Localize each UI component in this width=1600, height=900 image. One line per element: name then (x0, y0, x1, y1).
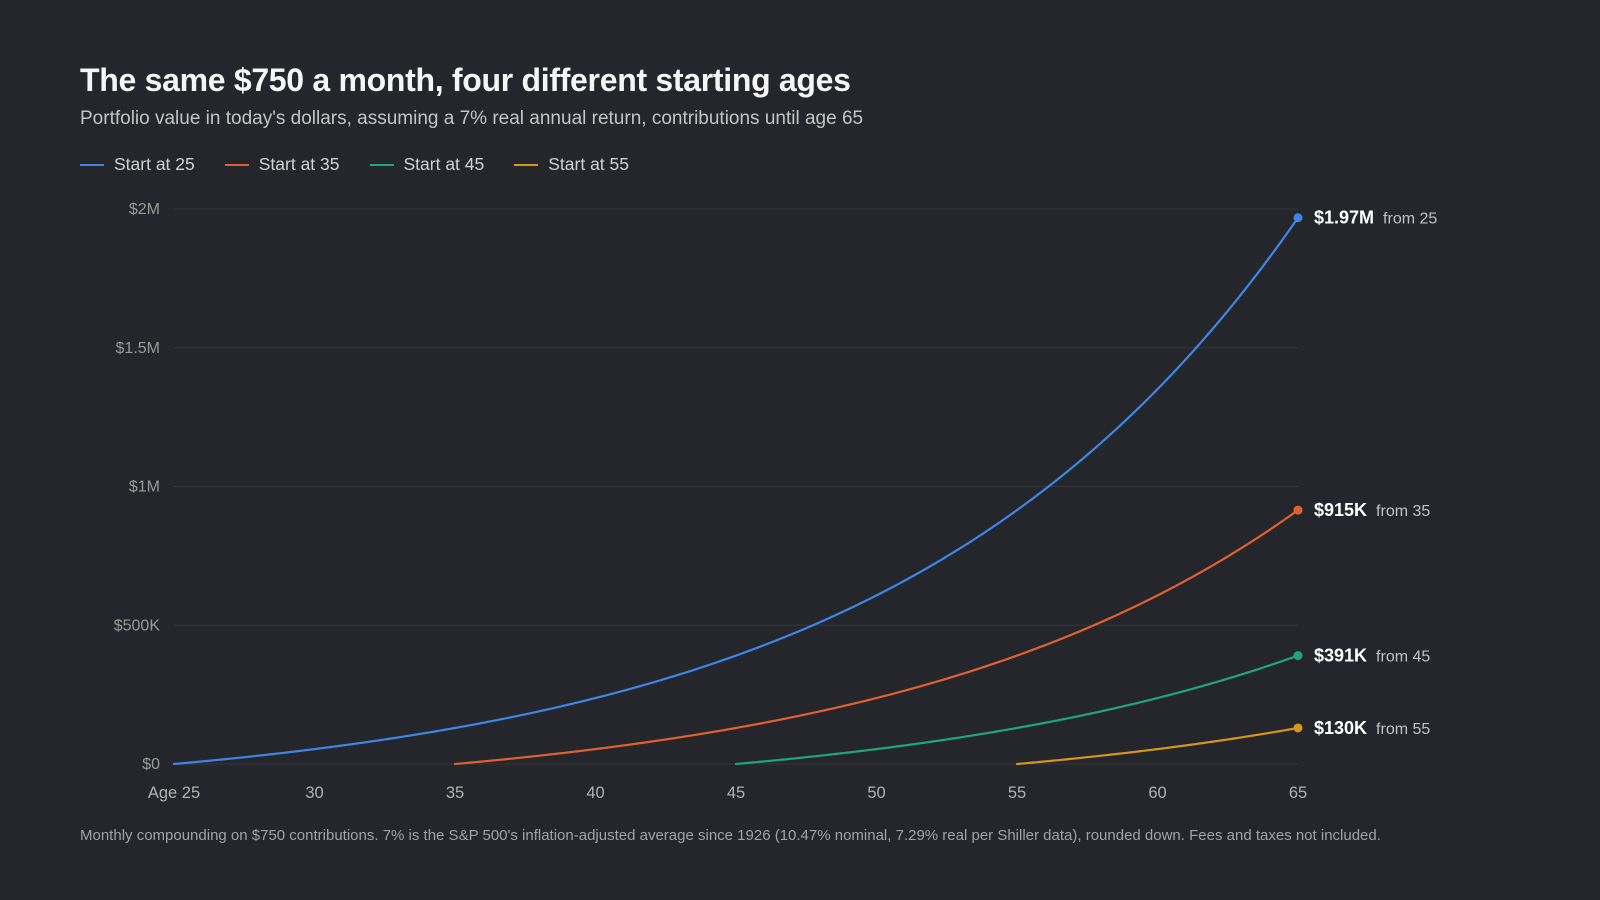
end-value: $915K (1314, 500, 1367, 520)
end-from-label: from 45 (1376, 649, 1430, 666)
series-line (172, 216, 1300, 766)
y-tick-label: $1M (129, 479, 160, 496)
legend-swatch (80, 163, 104, 166)
end-value-label: $130K from 55 (1314, 718, 1430, 738)
series-35: $915K from 35 (453, 500, 1430, 766)
series-line (453, 508, 1300, 766)
x-tick-label: 40 (586, 784, 604, 802)
chart-title: The same $750 a month, four different st… (80, 62, 851, 98)
legend-swatch (224, 163, 249, 166)
series-25: $1.97M from 25 (172, 208, 1437, 766)
legend-item-start-35: Start at 35 (224, 154, 340, 175)
legend-item-start-55: Start at 55 (514, 154, 629, 175)
end-point (1293, 651, 1303, 661)
end-value: $130K (1314, 718, 1367, 738)
chart-subtitle: Portfolio value in today's dollars, assu… (80, 108, 864, 129)
x-tick-label: 60 (1148, 784, 1166, 802)
end-value-label: $391K from 45 (1314, 646, 1430, 666)
x-tick-label: 35 (446, 784, 464, 802)
series-line (1015, 726, 1300, 766)
end-value-label: $1.97M from 25 (1314, 208, 1437, 228)
legend-swatch (369, 163, 394, 166)
end-point (1293, 723, 1303, 733)
series-45: $391K from 45 (734, 646, 1430, 766)
legend-label: Start at 35 (258, 154, 340, 174)
y-tick-label: $500K (114, 617, 161, 634)
y-tick-label: $2M (129, 201, 160, 218)
end-value-label: $915K from 35 (1314, 500, 1430, 520)
legend: Start at 25 Start at 35 Start at 45 Star… (80, 154, 629, 175)
series-55: $130K from 55 (1015, 718, 1430, 766)
legend-label: Start at 55 (548, 154, 629, 174)
end-point (1293, 505, 1303, 515)
y-tick-label: $1.5M (116, 340, 160, 357)
end-value: $391K (1314, 646, 1367, 666)
y-tick-label: $0 (142, 756, 160, 773)
legend-item-start-25: Start at 25 (80, 154, 195, 175)
end-from-label: from 25 (1383, 211, 1437, 228)
x-tick-label: Age 25 (148, 784, 200, 802)
x-tick-label: 30 (305, 784, 323, 802)
legend-item-start-45: Start at 45 (369, 154, 485, 175)
legend-swatch (514, 163, 539, 166)
series-line (734, 654, 1300, 766)
end-from-label: from 55 (1376, 721, 1430, 738)
footnote: Monthly compounding on $750 contribution… (80, 827, 1381, 844)
end-from-label: from 35 (1376, 503, 1430, 520)
x-tick-label: 55 (1008, 784, 1026, 802)
x-tick-label: 50 (867, 784, 885, 802)
end-point (1293, 213, 1303, 223)
legend-label: Start at 45 (403, 154, 485, 174)
end-value: $1.97M (1314, 208, 1374, 228)
x-tick-label: 45 (727, 784, 745, 802)
x-tick-label: 65 (1289, 784, 1307, 802)
legend-label: Start at 25 (114, 154, 195, 174)
